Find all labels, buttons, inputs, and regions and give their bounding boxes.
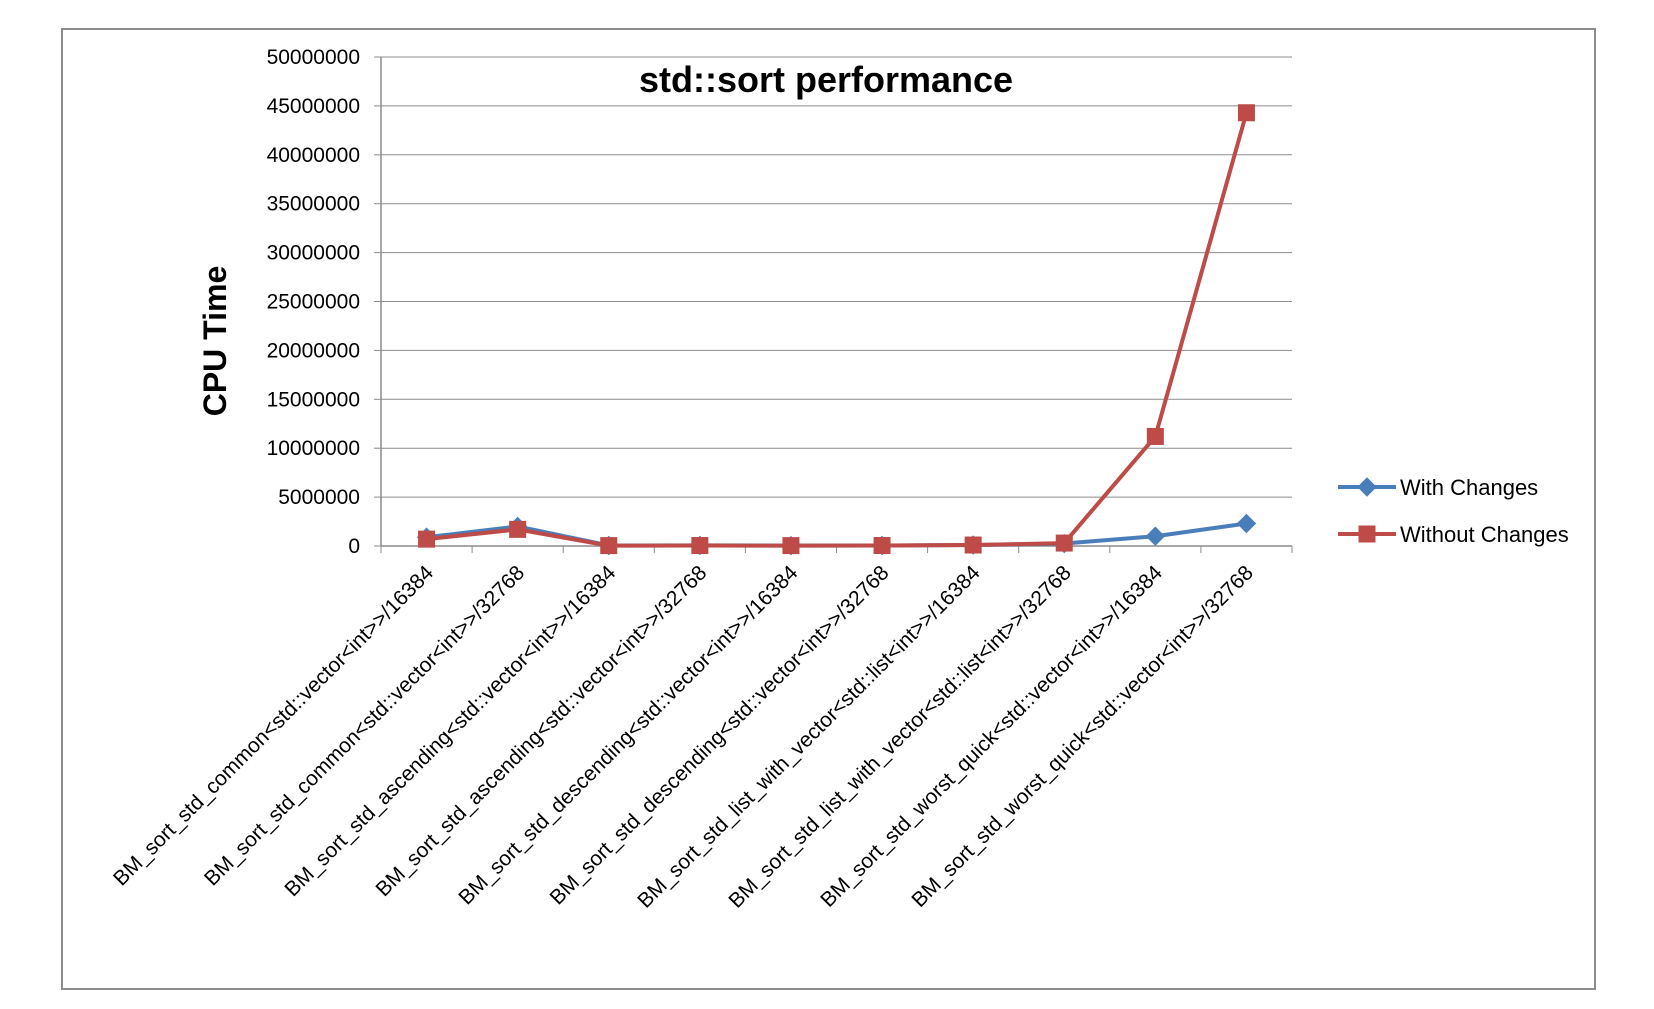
series-1-point-9 — [1237, 104, 1255, 122]
series-1-point-3 — [691, 537, 709, 555]
y-tick-label-6: 30000000 — [267, 242, 360, 265]
gridlines — [381, 56, 1292, 498]
series-1-point-0 — [418, 530, 436, 548]
series-0-point-8 — [1145, 526, 1166, 546]
y-tick-label-4: 20000000 — [267, 339, 360, 362]
y-tick-label-2: 10000000 — [267, 437, 360, 460]
y-tick-label-9: 45000000 — [267, 95, 360, 118]
series-1-point-8 — [1146, 427, 1164, 445]
y-axis-label: CPU Time — [197, 266, 233, 417]
series-line-1 — [426, 112, 1249, 548]
legend-label-0: With Changes — [1400, 475, 1538, 500]
series-0-point-9 — [1236, 513, 1257, 534]
y-tick-label-7: 35000000 — [267, 193, 360, 216]
series-1-point-1 — [509, 520, 527, 538]
series-1-point-5 — [873, 537, 891, 555]
chart-title: std::sort performance — [639, 59, 1013, 100]
series-1-point-4 — [782, 537, 800, 555]
legend: With Changes Without Changes — [1338, 475, 1569, 547]
series-1-point-7 — [1055, 534, 1073, 552]
y-tick-label-3: 15000000 — [267, 388, 360, 411]
legend-label-1: Without Changes — [1400, 522, 1569, 547]
series-1-point-6 — [964, 536, 982, 554]
series-1-point-2 — [600, 537, 618, 555]
series-layer — [416, 104, 1257, 556]
chart-border — [61, 28, 1596, 990]
legend-marker-0 — [1357, 477, 1377, 497]
y-tick-label-10: 50000000 — [267, 46, 360, 69]
series-1 — [418, 104, 1255, 555]
y-tick-label-0: 0 — [348, 535, 360, 558]
y-tick-labels: 0 5000000 10000000 15000000 20000000 25000000… — [267, 46, 360, 558]
y-tick-label-1: 5000000 — [278, 486, 360, 509]
legend-entry-1: Without Changes — [1338, 522, 1569, 547]
y-tick-label-5: 25000000 — [267, 291, 360, 314]
y-tick-label-8: 40000000 — [267, 144, 360, 167]
legend-marker-1 — [1358, 525, 1376, 543]
legend-entry-0: With Changes — [1338, 475, 1538, 500]
